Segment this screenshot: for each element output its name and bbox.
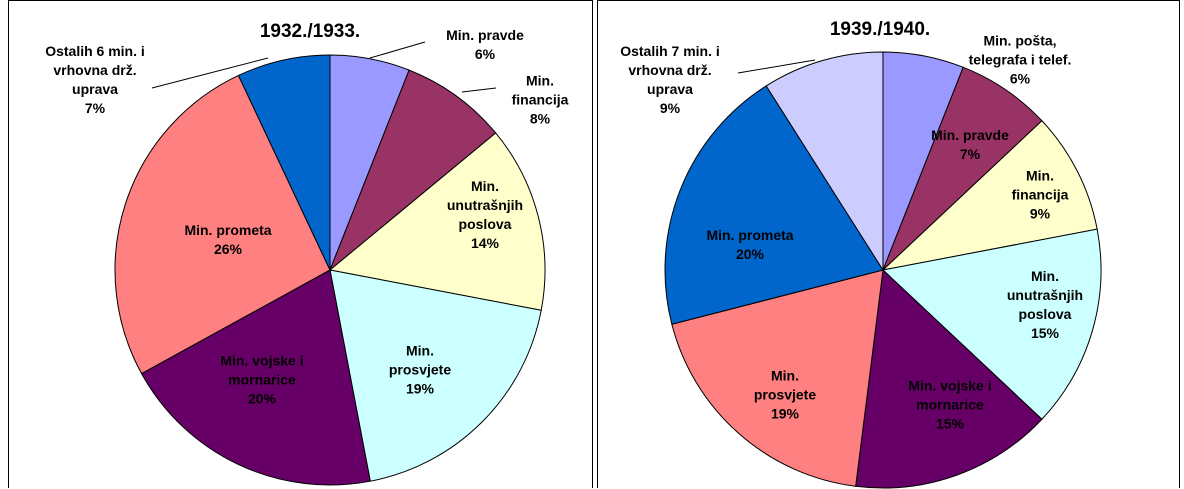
slice-category: Min. pravde: [931, 127, 1009, 143]
slice-value: 19%: [770, 405, 800, 422]
slice-category: Min. prometa: [184, 222, 272, 238]
chart-panel: [597, 0, 1180, 488]
slice-label: Min. financija 9%: [1000, 167, 1080, 224]
slice-category: Ostalih 6 min. i vrhovna drž. uprava: [45, 43, 145, 97]
chart-title: 1939./1940.: [829, 19, 931, 40]
chart-title: 1932./1933.: [259, 21, 361, 42]
slice-category: Min. vojske i mornarice: [908, 377, 992, 413]
slice-label: Min. unutrašnjih poslova 15%: [995, 267, 1095, 343]
slice-label: Min. prosvjete 19%: [375, 342, 465, 399]
slice-label: Min. pravde 7%: [930, 126, 1010, 164]
pie-slice: [855, 268, 1043, 489]
leader-line: [151, 57, 269, 89]
slice-category: Ostalih 7 min. i vrhovna drž. uprava: [620, 43, 720, 97]
pie-slice: [328, 132, 546, 311]
slice-category: Min. vojske i mornarice: [220, 352, 304, 388]
slice-value: 9%: [659, 100, 681, 116]
pie-slice: [664, 85, 884, 325]
slice-category: Min. unutrašnjih poslova: [1006, 268, 1084, 322]
slice-category: Min. pravde: [446, 27, 524, 43]
pie-slice: [671, 269, 884, 487]
slice-category: Min. financija: [511, 72, 569, 108]
slice-value: 6%: [1009, 70, 1031, 87]
pie-slice: [765, 51, 884, 272]
slice-label: Min. pošta, telegrafa i telef. 6%: [960, 32, 1080, 89]
slice-value: 26%: [213, 241, 243, 257]
pie-slice: [329, 69, 497, 271]
pie-slice: [329, 269, 542, 482]
slice-category: Min. prosvjete: [388, 342, 452, 378]
slice-value: 8%: [529, 110, 551, 127]
slice-value: 15%: [1030, 325, 1060, 341]
leader-line: [461, 87, 497, 93]
slice-label: Ostalih 7 min. i vrhovna drž. uprava 9%: [620, 42, 720, 118]
slice-category: Min. unutrašnjih poslova: [446, 178, 524, 232]
slice-value: 6%: [474, 46, 496, 62]
slice-label: Min. unutrašnjih poslova 14%: [435, 177, 535, 253]
slice-category: Min. pošta, telegrafa i telef.: [968, 32, 1072, 68]
pie-slice: [881, 120, 1098, 271]
slice-label: Min. vojske i mornarice 20%: [207, 352, 317, 409]
slice-category: Min. financija: [1011, 167, 1069, 203]
slice-label: Min. pravde 6%: [425, 26, 545, 64]
slice-value: 7%: [959, 146, 981, 162]
pie-slice: [881, 228, 1102, 420]
slice-category: Min. prosvjete: [753, 367, 817, 403]
leader-line: [369, 41, 426, 59]
slice-value: 20%: [735, 246, 765, 262]
slice-label: Ostalih 6 min. i vrhovna drž. uprava 7%: [45, 42, 145, 118]
slice-value: 20%: [247, 390, 277, 407]
pie-slice: [237, 54, 331, 271]
slice-value: 15%: [935, 415, 965, 432]
pie-slice: [114, 74, 331, 375]
leader-line: [737, 59, 816, 74]
slice-value: 7%: [84, 100, 106, 116]
slice-label: Min. financija 8%: [500, 72, 580, 129]
pie-slice: [140, 269, 371, 486]
slice-value: 9%: [1029, 205, 1051, 222]
slice-value: 14%: [470, 235, 500, 251]
slice-label: Min. prometa 20%: [705, 226, 795, 264]
slice-label: Min. vojske i mornarice 15%: [895, 377, 1005, 434]
slice-label: Min. prosvjete 19%: [740, 367, 830, 424]
slice-label: Min. prometa 26%: [183, 221, 273, 259]
slice-value: 19%: [405, 380, 435, 397]
chart-panel: [8, 0, 593, 488]
slice-category: Min. prometa: [706, 227, 794, 243]
